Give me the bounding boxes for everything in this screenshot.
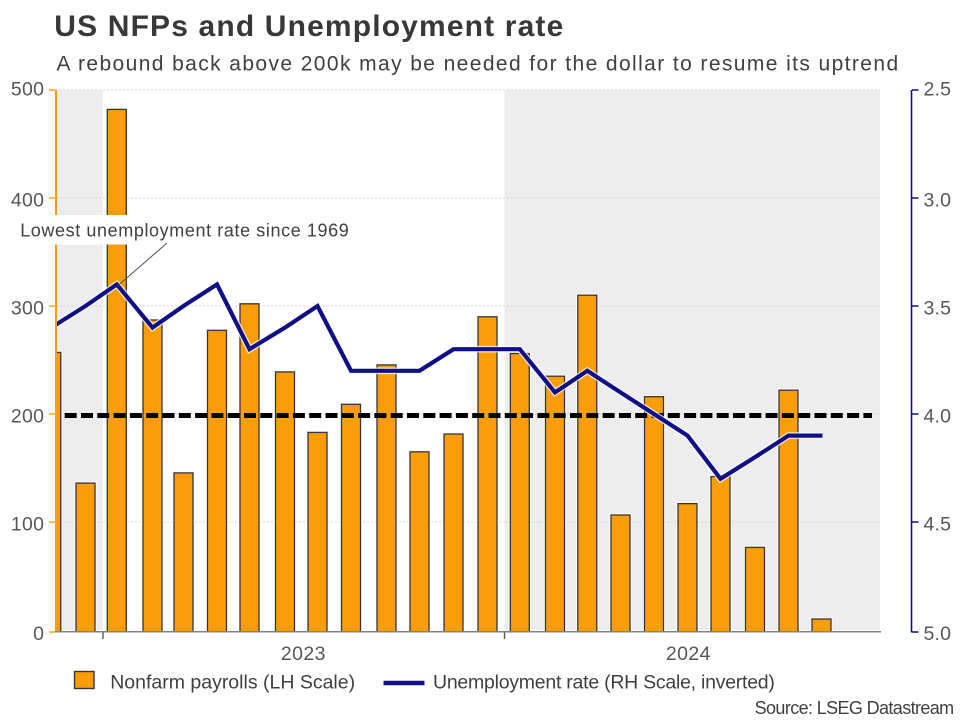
svg-text:3.5: 3.5	[924, 298, 952, 320]
svg-text:400: 400	[11, 190, 44, 212]
svg-text:Lowest unemployment rate since: Lowest unemployment rate since 1969	[20, 221, 349, 241]
svg-text:Nonfarm payrolls (LH Scale): Nonfarm payrolls (LH Scale)	[110, 672, 355, 694]
svg-text:100: 100	[11, 514, 44, 536]
svg-text:2024: 2024	[666, 643, 711, 665]
svg-text:2023: 2023	[281, 643, 326, 665]
svg-text:500: 500	[11, 79, 44, 101]
svg-text:2.5: 2.5	[924, 79, 952, 101]
svg-text:0: 0	[33, 623, 44, 645]
svg-text:300: 300	[11, 298, 44, 320]
svg-text:3.0: 3.0	[924, 190, 952, 212]
svg-text:US NFPs and Unemployment rate: US NFPs and Unemployment rate	[54, 10, 564, 43]
svg-text:A rebound back above 200k may: A rebound back above 200k may be needed …	[57, 53, 900, 76]
svg-text:Source: LSEG Datastream: Source: LSEG Datastream	[755, 698, 954, 718]
svg-text:Unemployment rate (RH Scale, i: Unemployment rate (RH Scale, inverted)	[433, 672, 775, 694]
svg-text:200: 200	[11, 406, 44, 428]
svg-text:4.5: 4.5	[924, 514, 952, 536]
svg-text:5.0: 5.0	[924, 623, 952, 645]
svg-text:4.0: 4.0	[924, 406, 952, 428]
